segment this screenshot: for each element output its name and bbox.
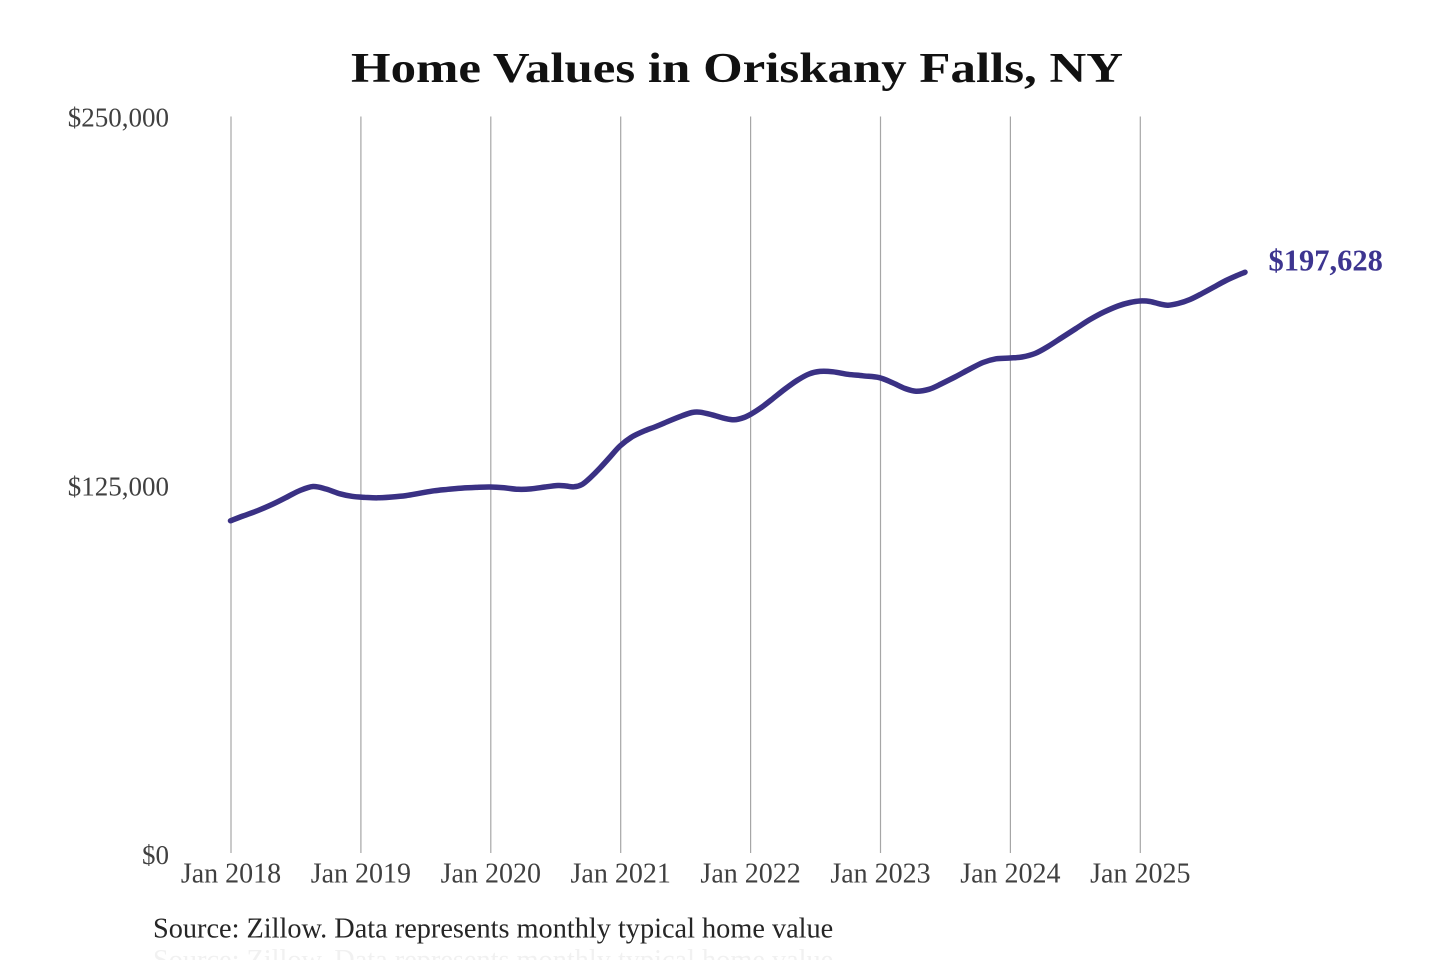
svg-text:Jan 2024: Jan 2024 xyxy=(960,859,1060,890)
svg-text:Jan 2025: Jan 2025 xyxy=(1090,859,1190,890)
svg-text:Home Values in Oriskany Falls,: Home Values in Oriskany Falls, NY xyxy=(351,45,1123,92)
svg-text:Jan 2021: Jan 2021 xyxy=(571,859,671,890)
svg-text:Jan 2019: Jan 2019 xyxy=(311,859,411,890)
svg-text:Jan 2020: Jan 2020 xyxy=(441,859,541,890)
svg-text:$250,000: $250,000 xyxy=(68,103,169,133)
svg-text:Source: Zillow. Data represent: Source: Zillow. Data represents monthly … xyxy=(153,914,833,945)
svg-text:$125,000: $125,000 xyxy=(68,472,169,502)
svg-text:Jan 2022: Jan 2022 xyxy=(700,859,800,890)
svg-text:Jan 2023: Jan 2023 xyxy=(830,859,930,890)
svg-text:Jan 2018: Jan 2018 xyxy=(181,859,281,890)
svg-text:Source: Zillow. Data represent: Source: Zillow. Data represents monthly … xyxy=(153,945,833,960)
svg-text:$197,628: $197,628 xyxy=(1269,244,1383,278)
svg-text:$0: $0 xyxy=(142,840,169,870)
